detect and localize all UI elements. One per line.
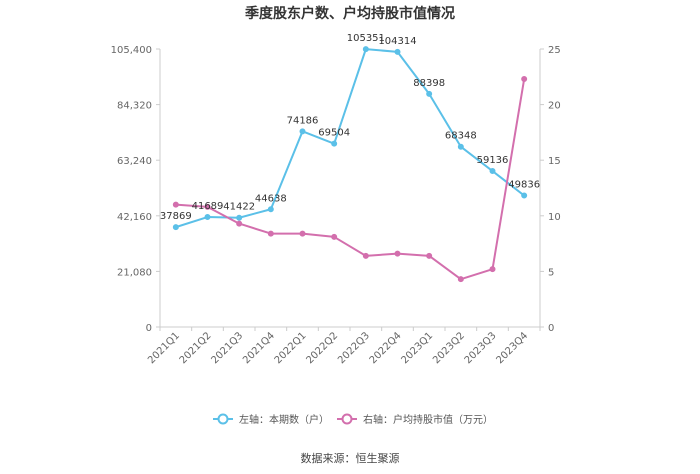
data-point bbox=[394, 48, 401, 55]
y-right-tick-label: 5 bbox=[548, 267, 554, 278]
legend-marker-right bbox=[341, 413, 353, 425]
x-tick-label: 2022Q1 bbox=[273, 330, 309, 366]
x-tick-label: 2023Q3 bbox=[463, 330, 499, 366]
data-point bbox=[521, 76, 528, 83]
series-right-line bbox=[172, 76, 528, 283]
data-point bbox=[267, 230, 274, 237]
data-point bbox=[489, 168, 496, 175]
x-tick-label: 2022Q3 bbox=[336, 330, 372, 366]
legend[interactable]: 左轴：本期数（户） 右轴：户均持股市值（万元） bbox=[213, 413, 493, 426]
data-point bbox=[204, 214, 211, 221]
y-left-tick-label: 63,240 bbox=[117, 156, 152, 167]
data-point bbox=[521, 192, 528, 199]
y-left-tick-label: 21,080 bbox=[117, 267, 152, 278]
data-point bbox=[299, 230, 306, 237]
data-label: 49836 bbox=[508, 180, 540, 191]
data-source: 数据来源：恒生聚源 bbox=[301, 451, 400, 465]
legend-item-left[interactable]: 左轴：本期数（户） bbox=[213, 413, 329, 426]
y-left-tick-label: 105,400 bbox=[111, 45, 152, 56]
series-left-line bbox=[172, 46, 528, 231]
data-label: 37869 bbox=[160, 211, 192, 222]
data-point bbox=[172, 201, 179, 208]
x-tick-label: 2021Q3 bbox=[209, 330, 245, 366]
series-line bbox=[175, 78, 526, 281]
data-point bbox=[236, 214, 243, 221]
y-right-tick-label: 0 bbox=[548, 323, 554, 334]
data-label: 41422 bbox=[223, 202, 255, 213]
y-left-tick-label: 42,160 bbox=[117, 212, 152, 223]
data-label: 69504 bbox=[318, 128, 350, 139]
data-point bbox=[331, 140, 338, 147]
y-right-tick-label: 25 bbox=[548, 45, 561, 56]
x-tick-label: 2023Q2 bbox=[431, 330, 467, 366]
data-point bbox=[331, 233, 338, 240]
data-point bbox=[362, 46, 369, 53]
data-label: 41689 bbox=[192, 201, 224, 212]
y-left-tick-label: 84,320 bbox=[117, 101, 152, 112]
data-label: 105351 bbox=[347, 33, 385, 44]
data-point bbox=[426, 252, 433, 259]
data-label: 68348 bbox=[445, 131, 477, 142]
data-point bbox=[457, 143, 464, 150]
y-right-tick-label: 15 bbox=[548, 156, 561, 167]
x-tick-label: 2021Q4 bbox=[241, 330, 277, 366]
data-point bbox=[299, 128, 306, 135]
data-label: 74186 bbox=[287, 115, 319, 126]
legend-label-left: 左轴：本期数（户） bbox=[239, 413, 329, 426]
data-label: 104314 bbox=[378, 36, 416, 47]
series-line bbox=[175, 48, 525, 229]
chart-title: 季度股东户数、户均持股市值情况 bbox=[244, 5, 455, 22]
legend-marker-left bbox=[217, 413, 229, 425]
data-point bbox=[267, 206, 274, 213]
y-right-tick-label: 20 bbox=[548, 101, 561, 112]
data-label: 44638 bbox=[255, 193, 287, 204]
legend-label-right: 右轴：户均持股市值（万元） bbox=[363, 413, 493, 426]
data-point bbox=[236, 220, 243, 227]
data-point bbox=[426, 90, 433, 97]
data-point bbox=[394, 250, 401, 257]
data-point bbox=[362, 252, 369, 259]
legend-item-right[interactable]: 右轴：户均持股市值（万元） bbox=[337, 413, 493, 426]
data-label: 59136 bbox=[477, 155, 509, 166]
data-point bbox=[172, 224, 179, 231]
y-right-tick-label: 10 bbox=[548, 212, 561, 223]
x-tick-label: 2021Q2 bbox=[178, 330, 214, 366]
data-point bbox=[204, 203, 211, 210]
x-tick-label: 2022Q2 bbox=[304, 330, 340, 366]
y-left-tick-label: 0 bbox=[146, 323, 152, 334]
data-point bbox=[457, 276, 464, 283]
data-point bbox=[489, 266, 496, 273]
x-tick-label: 2023Q1 bbox=[399, 330, 435, 366]
data-label: 88398 bbox=[413, 78, 445, 89]
x-tick-label: 2021Q1 bbox=[146, 330, 182, 366]
x-tick-label: 2023Q4 bbox=[494, 330, 530, 366]
x-tick-label: 2022Q4 bbox=[368, 330, 404, 366]
